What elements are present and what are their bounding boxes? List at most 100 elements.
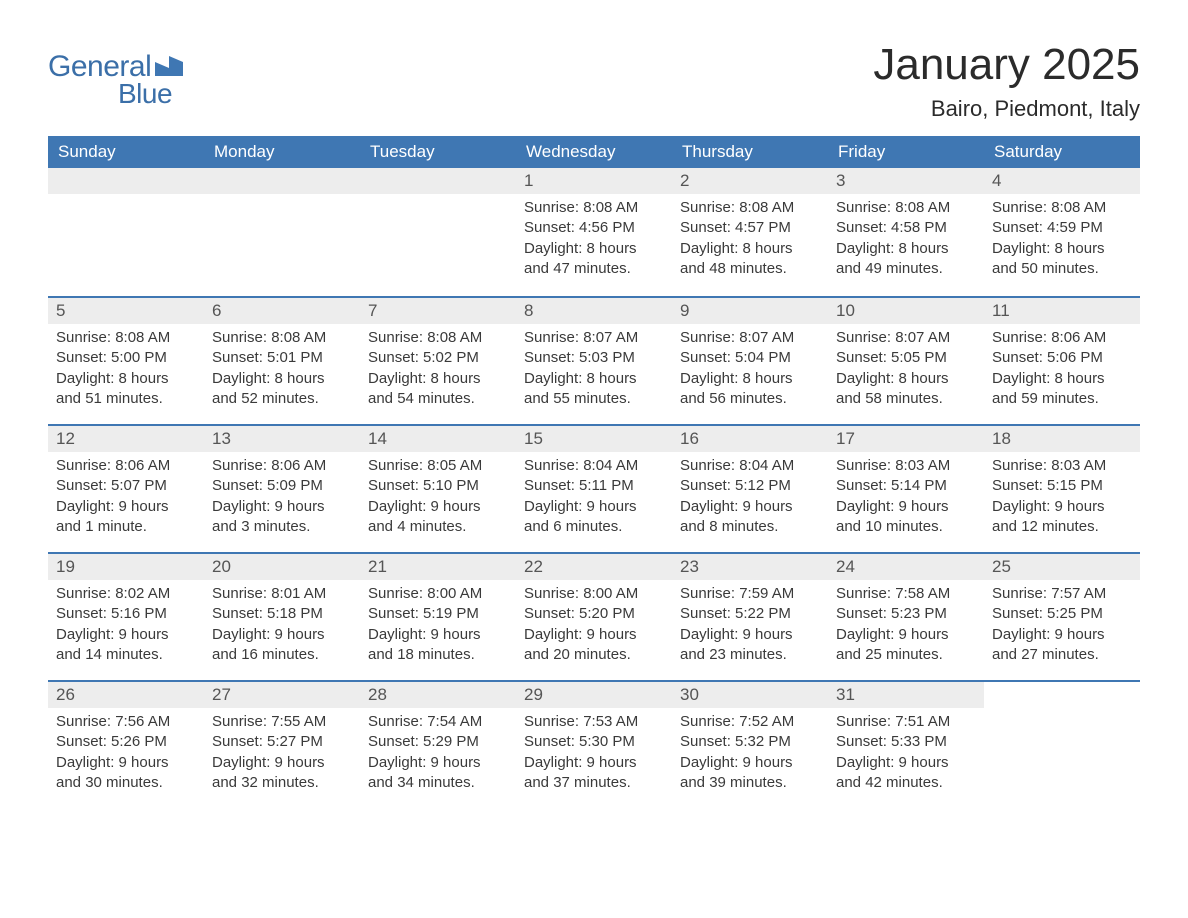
day-details: Sunrise: 8:08 AMSunset: 4:57 PMDaylight:…	[672, 194, 828, 287]
daylight-text: Daylight: 9 hours and 27 minutes.	[992, 625, 1132, 666]
dow-cell: Sunday	[48, 136, 204, 168]
sunrise-text: Sunrise: 7:54 AM	[368, 712, 508, 732]
sunset-text: Sunset: 4:56 PM	[524, 218, 664, 238]
day-details: Sunrise: 7:57 AMSunset: 5:25 PMDaylight:…	[984, 580, 1140, 673]
day-number: 9	[672, 298, 828, 324]
day-cell: 8Sunrise: 8:07 AMSunset: 5:03 PMDaylight…	[516, 298, 672, 424]
day-cell: 29Sunrise: 7:53 AMSunset: 5:30 PMDayligh…	[516, 682, 672, 808]
day-cell: 2Sunrise: 8:08 AMSunset: 4:57 PMDaylight…	[672, 168, 828, 296]
sunset-text: Sunset: 5:30 PM	[524, 732, 664, 752]
week-row: 19Sunrise: 8:02 AMSunset: 5:16 PMDayligh…	[48, 552, 1140, 680]
day-details: Sunrise: 8:08 AMSunset: 5:02 PMDaylight:…	[360, 324, 516, 417]
day-number: 19	[48, 554, 204, 580]
sunrise-text: Sunrise: 7:56 AM	[56, 712, 196, 732]
day-details: Sunrise: 8:01 AMSunset: 5:18 PMDaylight:…	[204, 580, 360, 673]
dow-cell: Tuesday	[360, 136, 516, 168]
day-details: Sunrise: 8:08 AMSunset: 5:00 PMDaylight:…	[48, 324, 204, 417]
sunrise-text: Sunrise: 8:00 AM	[368, 584, 508, 604]
day-details: Sunrise: 8:00 AMSunset: 5:19 PMDaylight:…	[360, 580, 516, 673]
day-cell: 28Sunrise: 7:54 AMSunset: 5:29 PMDayligh…	[360, 682, 516, 808]
day-details: Sunrise: 7:56 AMSunset: 5:26 PMDaylight:…	[48, 708, 204, 801]
sunset-text: Sunset: 5:04 PM	[680, 348, 820, 368]
sunrise-text: Sunrise: 8:06 AM	[212, 456, 352, 476]
day-cell: 24Sunrise: 7:58 AMSunset: 5:23 PMDayligh…	[828, 554, 984, 680]
title-block: January 2025 Bairo, Piedmont, Italy	[873, 40, 1140, 122]
daylight-text: Daylight: 9 hours and 34 minutes.	[368, 753, 508, 794]
sunrise-text: Sunrise: 8:08 AM	[56, 328, 196, 348]
dow-cell: Friday	[828, 136, 984, 168]
sunset-text: Sunset: 4:59 PM	[992, 218, 1132, 238]
daylight-text: Daylight: 9 hours and 39 minutes.	[680, 753, 820, 794]
sunset-text: Sunset: 5:33 PM	[836, 732, 976, 752]
daylight-text: Daylight: 9 hours and 18 minutes.	[368, 625, 508, 666]
daylight-text: Daylight: 8 hours and 47 minutes.	[524, 239, 664, 280]
daylight-text: Daylight: 9 hours and 42 minutes.	[836, 753, 976, 794]
day-number: 21	[360, 554, 516, 580]
sunset-text: Sunset: 5:18 PM	[212, 604, 352, 624]
day-cell: 5Sunrise: 8:08 AMSunset: 5:00 PMDaylight…	[48, 298, 204, 424]
sunset-text: Sunset: 5:26 PM	[56, 732, 196, 752]
day-details: Sunrise: 8:06 AMSunset: 5:06 PMDaylight:…	[984, 324, 1140, 417]
week-row: 5Sunrise: 8:08 AMSunset: 5:00 PMDaylight…	[48, 296, 1140, 424]
day-cell: 13Sunrise: 8:06 AMSunset: 5:09 PMDayligh…	[204, 426, 360, 552]
day-cell: 26Sunrise: 7:56 AMSunset: 5:26 PMDayligh…	[48, 682, 204, 808]
week-row: 1Sunrise: 8:08 AMSunset: 4:56 PMDaylight…	[48, 168, 1140, 296]
dow-cell: Monday	[204, 136, 360, 168]
sunrise-text: Sunrise: 8:08 AM	[368, 328, 508, 348]
sunrise-text: Sunrise: 7:52 AM	[680, 712, 820, 732]
sunset-text: Sunset: 5:06 PM	[992, 348, 1132, 368]
day-cell: 15Sunrise: 8:04 AMSunset: 5:11 PMDayligh…	[516, 426, 672, 552]
day-cell: 16Sunrise: 8:04 AMSunset: 5:12 PMDayligh…	[672, 426, 828, 552]
day-cell: 25Sunrise: 7:57 AMSunset: 5:25 PMDayligh…	[984, 554, 1140, 680]
day-number: 31	[828, 682, 984, 708]
sunset-text: Sunset: 5:09 PM	[212, 476, 352, 496]
sunset-text: Sunset: 5:03 PM	[524, 348, 664, 368]
sunrise-text: Sunrise: 8:04 AM	[680, 456, 820, 476]
day-cell: 17Sunrise: 8:03 AMSunset: 5:14 PMDayligh…	[828, 426, 984, 552]
day-number: 15	[516, 426, 672, 452]
sunset-text: Sunset: 5:12 PM	[680, 476, 820, 496]
sunrise-text: Sunrise: 7:51 AM	[836, 712, 976, 732]
day-details: Sunrise: 8:04 AMSunset: 5:12 PMDaylight:…	[672, 452, 828, 545]
daylight-text: Daylight: 9 hours and 8 minutes.	[680, 497, 820, 538]
day-number: 27	[204, 682, 360, 708]
page-title: January 2025	[873, 40, 1140, 90]
sunset-text: Sunset: 4:57 PM	[680, 218, 820, 238]
sunrise-text: Sunrise: 8:02 AM	[56, 584, 196, 604]
sunrise-text: Sunrise: 8:03 AM	[836, 456, 976, 476]
day-details: Sunrise: 8:07 AMSunset: 5:03 PMDaylight:…	[516, 324, 672, 417]
dow-cell: Thursday	[672, 136, 828, 168]
day-number: 18	[984, 426, 1140, 452]
sunset-text: Sunset: 5:01 PM	[212, 348, 352, 368]
sunset-text: Sunset: 5:22 PM	[680, 604, 820, 624]
daylight-text: Daylight: 9 hours and 1 minute.	[56, 497, 196, 538]
sunrise-text: Sunrise: 8:04 AM	[524, 456, 664, 476]
day-details: Sunrise: 8:08 AMSunset: 4:59 PMDaylight:…	[984, 194, 1140, 287]
day-cell: 21Sunrise: 8:00 AMSunset: 5:19 PMDayligh…	[360, 554, 516, 680]
dow-cell: Wednesday	[516, 136, 672, 168]
daylight-text: Daylight: 8 hours and 50 minutes.	[992, 239, 1132, 280]
day-cell	[984, 682, 1140, 808]
page-header: General Blue January 2025 Bairo, Piedmon…	[48, 40, 1140, 122]
daylight-text: Daylight: 9 hours and 12 minutes.	[992, 497, 1132, 538]
day-cell	[360, 168, 516, 296]
day-number: 23	[672, 554, 828, 580]
empty-day-strip	[360, 168, 516, 194]
day-number: 30	[672, 682, 828, 708]
calendar-grid: SundayMondayTuesdayWednesdayThursdayFrid…	[48, 136, 1140, 808]
day-number: 17	[828, 426, 984, 452]
sunrise-text: Sunrise: 7:58 AM	[836, 584, 976, 604]
day-cell: 30Sunrise: 7:52 AMSunset: 5:32 PMDayligh…	[672, 682, 828, 808]
day-cell: 3Sunrise: 8:08 AMSunset: 4:58 PMDaylight…	[828, 168, 984, 296]
day-number: 1	[516, 168, 672, 194]
daylight-text: Daylight: 9 hours and 37 minutes.	[524, 753, 664, 794]
day-cell: 12Sunrise: 8:06 AMSunset: 5:07 PMDayligh…	[48, 426, 204, 552]
sunrise-text: Sunrise: 8:08 AM	[680, 198, 820, 218]
day-details: Sunrise: 7:58 AMSunset: 5:23 PMDaylight:…	[828, 580, 984, 673]
day-number: 24	[828, 554, 984, 580]
daylight-text: Daylight: 9 hours and 23 minutes.	[680, 625, 820, 666]
day-number: 10	[828, 298, 984, 324]
day-number: 26	[48, 682, 204, 708]
sunrise-text: Sunrise: 7:55 AM	[212, 712, 352, 732]
daylight-text: Daylight: 8 hours and 49 minutes.	[836, 239, 976, 280]
